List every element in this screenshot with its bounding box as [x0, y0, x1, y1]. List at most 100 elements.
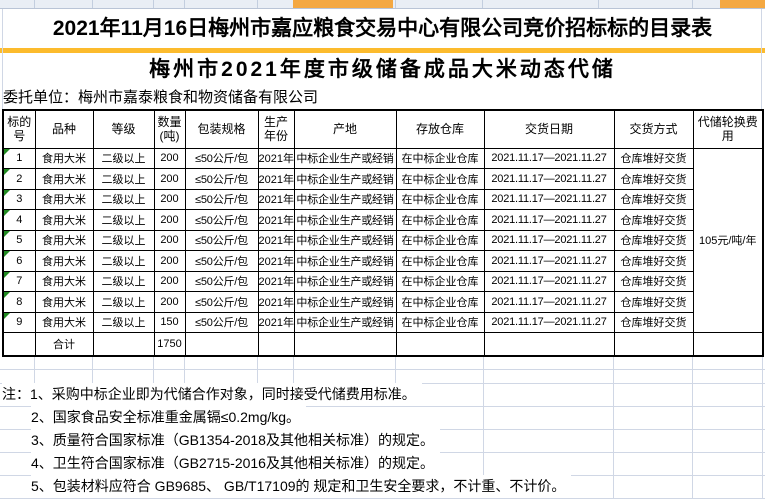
- table-row: 4 食用大米 二级以上 200 ≤50公斤/包 2021年 中标企业生产或经销 在中标企业仓库…: [2, 209, 763, 231]
- cell-no: 7: [2, 270, 36, 292]
- empty-cell: [483, 332, 615, 357]
- gridline: [762, 355, 763, 499]
- cell-no: 6: [2, 250, 36, 272]
- cell-delivery_date: 2021.11.17—2021.11.27: [483, 209, 615, 231]
- table-row: 5 食用大米 二级以上 200 ≤50公斤/包 2021年 中标企业生产或经销 在中标企业仓库…: [2, 229, 763, 251]
- cell-delivery_date: 2021.11.17—2021.11.27: [483, 250, 615, 272]
- empty-cell: [395, 332, 485, 357]
- cell-origin: 中标企业生产或经销: [293, 291, 397, 313]
- empty-cell: [184, 332, 259, 357]
- cell-origin: 中标企业生产或经销: [293, 250, 397, 272]
- cell-variety: 食用大米: [34, 311, 94, 333]
- cell-qty: 150: [153, 311, 186, 333]
- table-row: 2 食用大米 二级以上 200 ≤50公斤/包 2021年 中标企业生产或经销 在中标企业仓库…: [2, 168, 763, 190]
- page-title: 2021年11月16日梅州市嘉应粮食交易中心有限公司竞价招标标的目录表: [52, 17, 713, 40]
- table-row: 1 食用大米 二级以上 200 ≤50公斤/包 2021年 中标企业生产或经销 在中标企业仓库…: [2, 147, 764, 333]
- cell-year: 2021年: [257, 188, 295, 210]
- cell-no: 1: [2, 147, 36, 169]
- column-header: 标的号: [2, 109, 36, 149]
- cell-warehouse: 在中标企业仓库: [395, 270, 485, 292]
- cell-grade: 二级以上: [92, 209, 155, 231]
- empty-cell: [92, 332, 155, 357]
- cell-variety: 食用大米: [34, 188, 94, 210]
- cell-qty: 200: [153, 250, 186, 272]
- cell-package: ≤50公斤/包: [184, 229, 259, 251]
- gridline: [34, 355, 35, 383]
- cell-variety: 食用大米: [34, 168, 94, 190]
- total-quantity: 1750: [153, 332, 186, 357]
- cell-grade: 二级以上: [92, 168, 155, 190]
- note-line: 5、包装材料应符合 GB9685、 GB/T17109的 规定和卫生安全要求，不…: [31, 475, 572, 498]
- cell-delivery_date: 2021.11.17—2021.11.27: [483, 311, 615, 333]
- cell-qty: 200: [153, 291, 186, 313]
- cell-origin: 中标企业生产或经销: [293, 147, 397, 169]
- cell-package: ≤50公斤/包: [184, 209, 259, 231]
- table-row: 7 食用大米 二级以上 200 ≤50公斤/包 2021年 中标企业生产或经销 在中标企业仓库…: [2, 270, 763, 292]
- column-separator: [598, 0, 599, 8]
- column-separator: [482, 0, 483, 8]
- cell-variety: 食用大米: [34, 209, 94, 231]
- cell-grade: 二级以上: [92, 311, 155, 333]
- gridline: [483, 355, 484, 499]
- cell-year: 2021年: [257, 168, 295, 190]
- fee-cell: 105元/吨/年: [692, 147, 764, 333]
- spreadsheet-column-strip: [0, 0, 765, 9]
- cell-grade: 二级以上: [92, 291, 155, 313]
- cell-year: 2021年: [257, 229, 295, 251]
- cell-warehouse: 在中标企业仓库: [395, 147, 485, 169]
- yellow-divider: [0, 48, 765, 53]
- cell-delivery_date: 2021.11.17—2021.11.27: [483, 229, 615, 251]
- cell-no: 5: [2, 229, 36, 251]
- cell-delivery_date: 2021.11.17—2021.11.27: [483, 291, 615, 313]
- cell-warehouse: 在中标企业仓库: [395, 291, 485, 313]
- cell-no: 3: [2, 188, 36, 210]
- cell-variety: 食用大米: [34, 270, 94, 292]
- cell-qty: 200: [153, 147, 186, 169]
- column-header: 代储轮换费用: [692, 109, 764, 149]
- cell-delivery_method: 仓库堆好交货: [613, 270, 694, 292]
- empty-cell: [2, 332, 36, 357]
- cell-package: ≤50公斤/包: [184, 311, 259, 333]
- column-separator: [395, 0, 396, 8]
- cell-origin: 中标企业生产或经销: [293, 270, 397, 292]
- gridline: [0, 406, 765, 407]
- total-label: 合计: [34, 332, 94, 357]
- column-header: 生产年份: [257, 109, 295, 149]
- cell-delivery_date: 2021.11.17—2021.11.27: [483, 270, 615, 292]
- note-line: 2、国家食品安全标准重金属镉≤0.2mg/kg。: [31, 406, 307, 429]
- cell-year: 2021年: [257, 147, 295, 169]
- column-header: 存放仓库: [395, 109, 485, 149]
- cell-qty: 200: [153, 229, 186, 251]
- cell-package: ≤50公斤/包: [184, 147, 259, 169]
- table-row: 3 食用大米 二级以上 200 ≤50公斤/包 2021年 中标企业生产或经销 在中标企业仓库…: [2, 188, 763, 210]
- note-line: 3、质量符合国家标准（GB1354-2018及其他相关标准）的规定。: [31, 429, 440, 452]
- column-separator: [153, 0, 154, 8]
- gridline: [692, 355, 693, 499]
- cell-package: ≤50公斤/包: [184, 188, 259, 210]
- note-line: 注：1、采购中标企业即为代储合作对象，同时接受代储费用标准。: [2, 383, 422, 406]
- cell-warehouse: 在中标企业仓库: [395, 311, 485, 333]
- cell-warehouse: 在中标企业仓库: [395, 188, 485, 210]
- cell-delivery_method: 仓库堆好交货: [613, 250, 694, 272]
- empty-cell: [293, 332, 397, 357]
- cell-year: 2021年: [257, 270, 295, 292]
- column-header: 交货方式: [613, 109, 694, 149]
- cell-no: 2: [2, 168, 36, 190]
- column-header: 包装规格: [184, 109, 259, 149]
- cell-origin: 中标企业生产或经销: [293, 229, 397, 251]
- gridline: [0, 369, 765, 370]
- cell-qty: 200: [153, 209, 186, 231]
- table-row: 9 食用大米 二级以上 150 ≤50公斤/包 2021年 中标企业生产或经销 在中标企业仓库…: [2, 311, 763, 333]
- client-line: 委托单位：梅州市嘉泰粮食和物资储备有限公司: [3, 89, 319, 106]
- cell-no: 4: [2, 209, 36, 231]
- column-separator: [184, 0, 185, 8]
- column-header: 等级: [92, 109, 155, 149]
- gridline: [92, 355, 93, 383]
- cell-grade: 二级以上: [92, 147, 155, 169]
- cell-warehouse: 在中标企业仓库: [395, 229, 485, 251]
- gridline: [2, 9, 3, 109]
- table-row: 6 食用大米 二级以上 200 ≤50公斤/包 2021年 中标企业生产或经销 在中标企业仓库…: [2, 250, 763, 272]
- empty-cell: [257, 332, 295, 357]
- cell-grade: 二级以上: [92, 270, 155, 292]
